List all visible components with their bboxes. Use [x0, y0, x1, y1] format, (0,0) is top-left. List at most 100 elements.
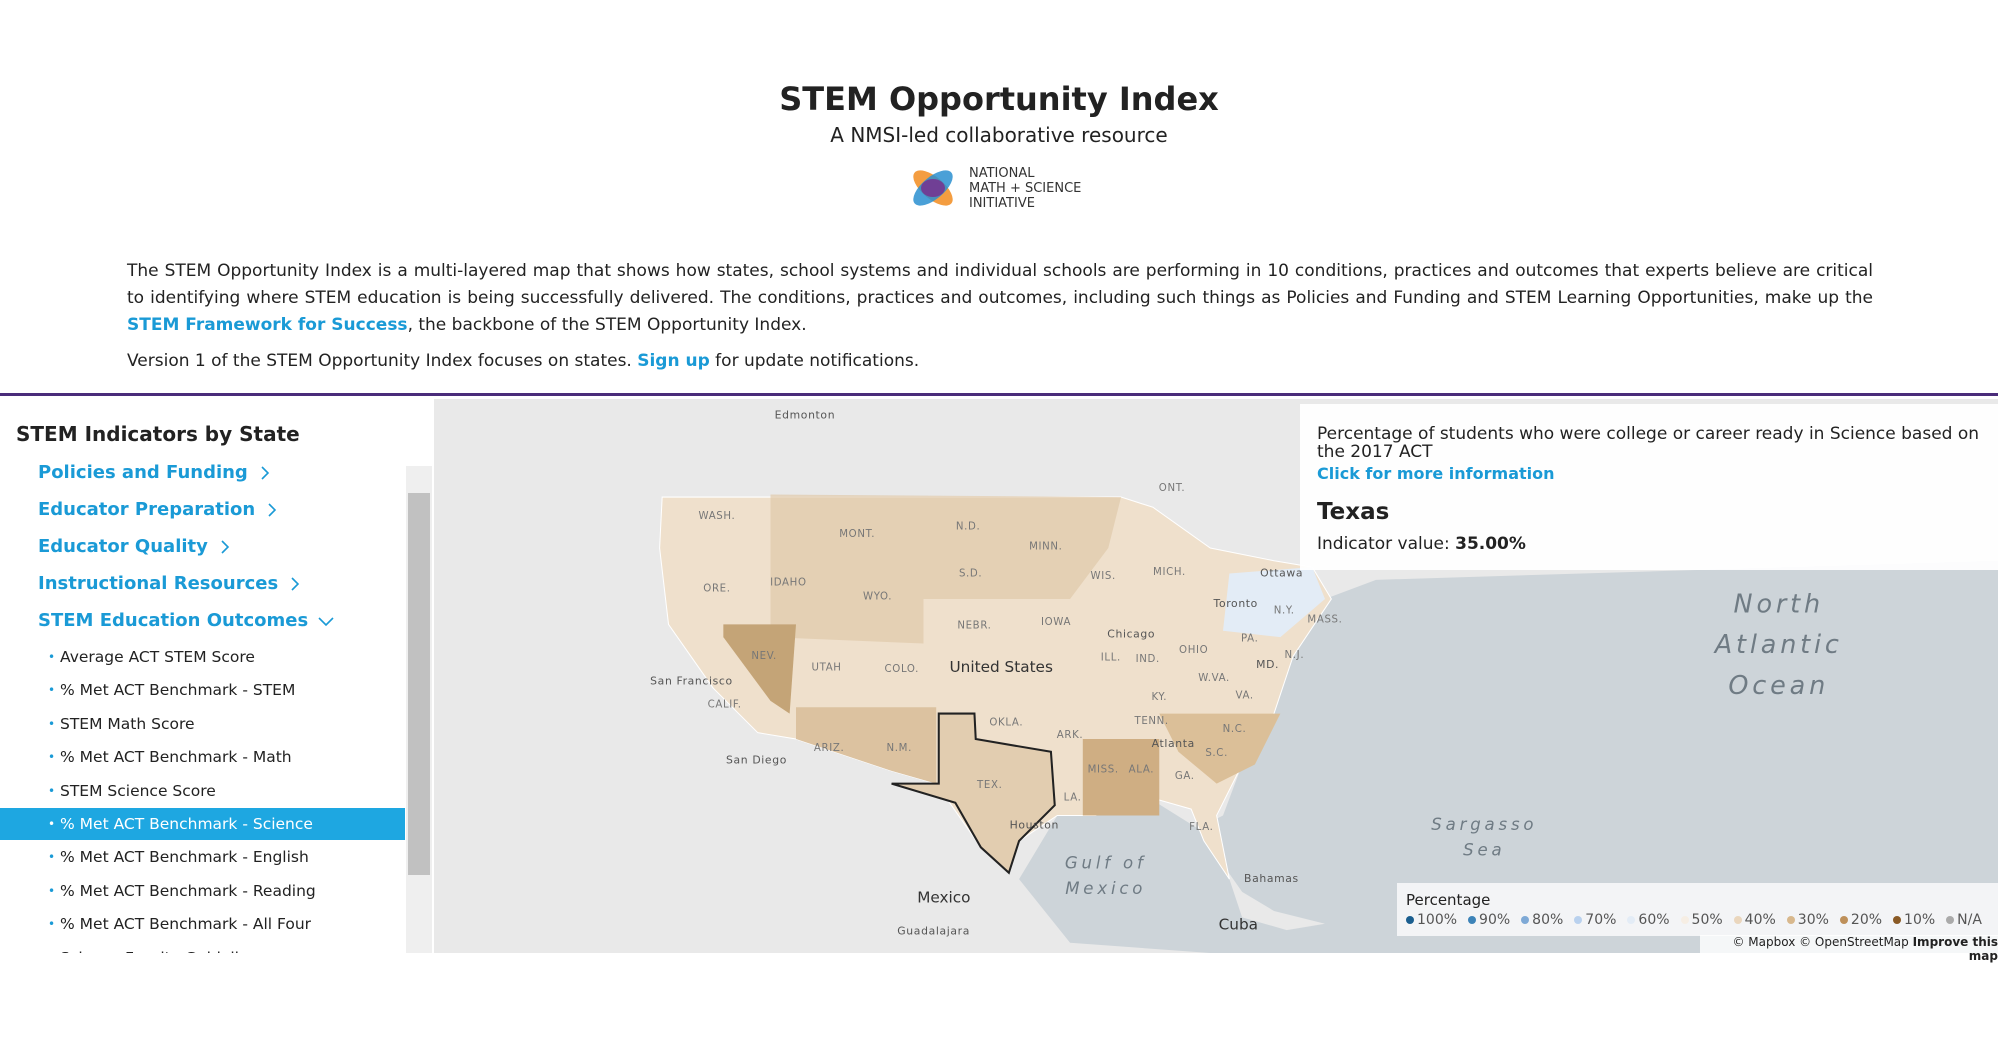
value-label: Indicator value: — [1317, 534, 1450, 554]
map-label: S.C. — [1205, 748, 1228, 759]
legend-label: 90% — [1479, 912, 1511, 928]
sidebar-section[interactable]: Educator Quality — [38, 536, 238, 557]
indicator-item[interactable]: % Met ACT Benchmark - Reading — [0, 875, 405, 907]
sidebar-section[interactable]: Instructional Resources — [38, 573, 308, 594]
legend-label: 30% — [1797, 912, 1829, 928]
map-label: WYO. — [863, 591, 892, 602]
indicator-item[interactable]: STEM Math Score — [0, 708, 405, 740]
page-title: STEM Opportunity Index — [779, 80, 1219, 118]
map-label: Sea — [1463, 841, 1505, 860]
legend: Percentage 100% 90% 80% 70% 60% 50% 40% 30% 20% 1… — [1397, 883, 1998, 936]
map-label: OKLA. — [989, 717, 1023, 728]
attribution: © Mapbox © OpenStreetMap Improve this ma… — [1700, 935, 1998, 963]
map-label: NEBR. — [957, 621, 991, 632]
legend-label: 70% — [1585, 912, 1617, 928]
map-label: N.C. — [1223, 724, 1247, 735]
legend-item: N/A — [1946, 912, 1982, 928]
map-label: NEV. — [751, 651, 777, 662]
legend-swatch — [1468, 916, 1477, 924]
scroll-thumb[interactable] — [408, 493, 430, 875]
map-label: FLA. — [1189, 822, 1213, 833]
legend-label: 40% — [1744, 912, 1776, 928]
indicator-item[interactable]: % Met ACT Benchmark - Math — [0, 741, 405, 773]
indicator-description: Percentage of students who were college … — [1317, 424, 1980, 462]
legend-item: 100% — [1406, 912, 1457, 928]
chevron — [291, 577, 300, 591]
legend-item: 30% — [1786, 912, 1829, 928]
map-label: MINN. — [1029, 542, 1062, 553]
section-label: Educator Preparation — [38, 499, 256, 520]
state-name: Texas — [1317, 499, 1390, 525]
map-label: Gulf of — [1065, 853, 1147, 872]
legend-item: 40% — [1733, 912, 1776, 928]
chevron-path — [221, 540, 230, 554]
map-label: MICH. — [1153, 567, 1186, 578]
improve-link[interactable]: Improve this map — [1912, 935, 1998, 963]
text: for update notifications. — [709, 351, 920, 371]
value: 35.00% — [1455, 534, 1526, 554]
chevron — [318, 617, 334, 627]
map-label: TEX. — [976, 780, 1002, 791]
map-label: COLO. — [885, 664, 919, 675]
map-label: TENN. — [1133, 716, 1168, 727]
legend-swatch — [1946, 916, 1955, 924]
chevron — [268, 503, 277, 517]
map-label: Ocean — [1728, 671, 1829, 701]
map-label: Cuba — [1219, 915, 1258, 933]
map-label: San Diego — [726, 754, 787, 767]
map-label: Guadalajara — [897, 924, 970, 937]
map-label: N.D. — [956, 521, 981, 532]
map-label: Edmonton — [775, 409, 836, 422]
indicator-item[interactable]: Science Faculty Guidelines — [0, 942, 405, 953]
section-label: Educator Quality — [38, 536, 208, 557]
indicator-item[interactable]: % Met ACT Benchmark - STEM — [0, 674, 405, 706]
indicator-value: Indicator value: 35.00% — [1317, 534, 1526, 554]
map-label: W.VA. — [1198, 673, 1230, 684]
map-label: IND. — [1136, 654, 1160, 665]
indicator-item[interactable]: % Met ACT Benchmark - Science — [0, 808, 405, 840]
map-label: ARIZ. — [814, 743, 844, 754]
indicator-item[interactable]: Average ACT STEM Score — [0, 641, 405, 673]
sidebar-section[interactable]: Educator Preparation — [38, 499, 285, 520]
legend-label: 10% — [1904, 912, 1936, 928]
legend-label: 20% — [1850, 912, 1883, 928]
map-label: Ottawa — [1260, 566, 1303, 579]
legend-label: 50% — [1691, 912, 1723, 928]
map-label: Houston — [1010, 819, 1059, 832]
link[interactable]: STEM Framework for Success — [127, 315, 408, 335]
more-info-link[interactable]: Click for more information — [1317, 464, 1555, 483]
map-label: ONT. — [1159, 483, 1185, 494]
map-label: N.Y. — [1274, 605, 1295, 616]
scrollbar[interactable] — [406, 466, 432, 953]
legend-title: Percentage — [1406, 891, 1491, 909]
legend-item: 80% — [1521, 912, 1563, 928]
indicator-item[interactable]: % Met ACT Benchmark - All Four — [0, 908, 405, 940]
indicator-item[interactable]: STEM Science Score — [0, 775, 405, 807]
map-label: LA. — [1064, 793, 1082, 804]
indicator-item[interactable]: % Met ACT Benchmark - English — [0, 841, 405, 873]
sidebar-title: STEM Indicators by State — [16, 422, 300, 446]
map-label: IDAHO — [770, 577, 807, 588]
legend-swatch — [1733, 916, 1742, 924]
chevron — [261, 466, 269, 480]
map-label: ILL. — [1101, 653, 1121, 664]
sidebar-section[interactable]: STEM Education Outcomes — [38, 610, 338, 631]
info-panel: Percentage of students who were college … — [1300, 404, 1998, 570]
map-label: Atlanta — [1152, 737, 1195, 750]
divider — [0, 393, 1998, 396]
map-label: United States — [950, 658, 1053, 676]
map-label: ORE. — [703, 584, 730, 595]
intro-paragraph: The STEM Opportunity Index is a multi-la… — [127, 258, 1873, 339]
link[interactable]: Sign up — [637, 351, 710, 371]
legend-item: 50% — [1680, 912, 1723, 928]
map-label: Sargasso — [1431, 815, 1537, 834]
map-label: Toronto — [1213, 597, 1258, 610]
logo-text: INITIATIVE — [969, 196, 1035, 211]
sidebar-section[interactable]: Policies and Funding — [38, 462, 278, 483]
map-label: IOWA — [1041, 617, 1071, 628]
legend-item: 10% — [1893, 912, 1935, 928]
legend-item: 90% — [1468, 912, 1510, 928]
chevron — [221, 540, 230, 554]
map-label: N.J. — [1285, 650, 1305, 661]
